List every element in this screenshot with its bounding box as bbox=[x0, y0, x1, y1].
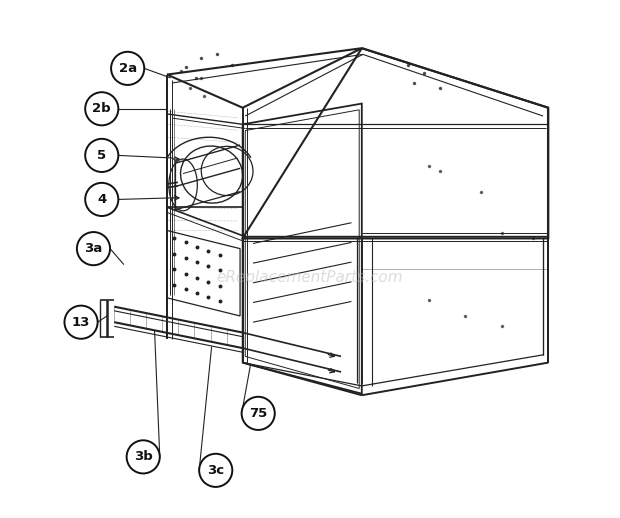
Text: 2a: 2a bbox=[118, 62, 137, 75]
Text: 75: 75 bbox=[249, 407, 267, 420]
Text: 13: 13 bbox=[72, 315, 91, 329]
Text: 3c: 3c bbox=[207, 464, 224, 477]
Text: 2b: 2b bbox=[92, 102, 111, 116]
Circle shape bbox=[77, 232, 110, 265]
Text: 4: 4 bbox=[97, 193, 107, 206]
Text: eReplacementParts.com: eReplacementParts.com bbox=[216, 270, 404, 284]
Circle shape bbox=[126, 440, 160, 473]
Circle shape bbox=[199, 454, 232, 487]
Circle shape bbox=[242, 397, 275, 430]
Circle shape bbox=[85, 92, 118, 125]
Circle shape bbox=[85, 139, 118, 172]
Circle shape bbox=[111, 52, 144, 85]
Text: 3a: 3a bbox=[84, 242, 102, 255]
Circle shape bbox=[85, 183, 118, 216]
Text: 5: 5 bbox=[97, 149, 106, 162]
Text: 3b: 3b bbox=[134, 450, 153, 464]
Circle shape bbox=[64, 306, 97, 339]
